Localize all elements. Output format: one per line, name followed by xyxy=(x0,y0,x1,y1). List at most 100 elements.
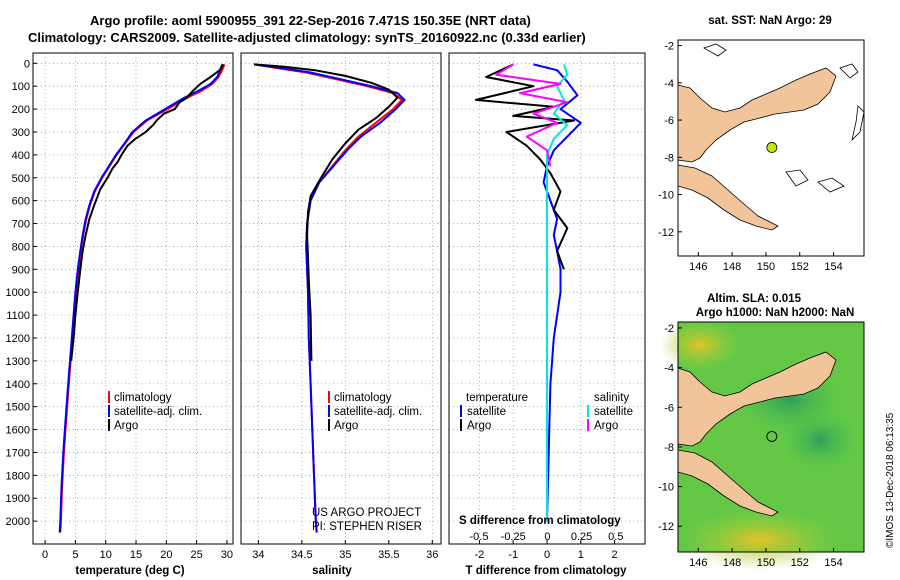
series-line-climatology xyxy=(253,63,403,533)
top-location-map: 146 148 150 152 154 -2 -4 -6 -8 -10 -12 xyxy=(658,39,865,273)
x-tick-label: 36 xyxy=(426,549,438,561)
s-tick-label: 0 xyxy=(544,531,550,543)
temperature-panel: 0 5 10 15 20 25 300100200300400500600700800900… xyxy=(6,52,234,561)
x-tick-label: 2 xyxy=(612,549,618,561)
t-difference-xlabel: T difference from climatology xyxy=(465,565,627,577)
series-line-t-argo xyxy=(475,63,575,270)
project-line2: PI: STEPHEN RISER xyxy=(312,521,422,533)
papua-peninsula xyxy=(677,164,779,231)
papua-peninsula xyxy=(677,449,779,517)
float-position-marker xyxy=(766,142,778,153)
map-lat-label: -8 xyxy=(664,442,674,454)
y-tick-label: 600 xyxy=(12,196,30,208)
map-lon-label: 146 xyxy=(689,261,707,273)
island-outline xyxy=(703,43,727,57)
x-tick-label: 20 xyxy=(160,549,172,561)
x-tick-label: 35.5 xyxy=(378,549,399,561)
map-lat-label: -12 xyxy=(658,227,674,239)
salinity-panel: 34 34.5 35 35.5 36 xyxy=(240,52,442,561)
sla-high-anomaly xyxy=(680,510,840,570)
x-tick-label: 10 xyxy=(100,549,112,561)
map-lat-label: -6 xyxy=(664,115,674,127)
map-lat-label: -6 xyxy=(664,402,674,414)
y-tick-label: 1200 xyxy=(6,333,30,345)
legend-s-argo-label: Argo xyxy=(594,420,618,432)
legend-temperature-title: temperature xyxy=(466,392,528,404)
legend-argo-label: Argo xyxy=(114,420,138,432)
y-tick-label: 1500 xyxy=(6,402,30,414)
bottom-map-title2: Argo h1000: NaN h2000: NaN xyxy=(696,307,855,319)
y-tick-label: 500 xyxy=(12,173,30,185)
s-tick-label: 0.5 xyxy=(608,531,623,543)
legend-t-satellite-label: satellite xyxy=(467,406,506,418)
map-lon-label: 154 xyxy=(824,261,842,273)
y-tick-label: 100 xyxy=(12,81,30,93)
bottom-map-frame xyxy=(677,321,865,553)
map-lat-label: -10 xyxy=(658,482,674,494)
map-lat-label: -4 xyxy=(664,78,674,90)
island-outline xyxy=(785,169,809,187)
difference-legend: temperature salinity satellite Argo sate… xyxy=(459,392,633,527)
legend-climatology-label: climatology xyxy=(334,392,392,404)
legend-salinity-title: salinity xyxy=(594,392,629,404)
x-tick-label: -2 xyxy=(475,549,485,561)
s-tick-label: 0.25 xyxy=(571,531,592,543)
new-guinea-landmass xyxy=(677,351,837,447)
legend-s-satellite-label: satellite xyxy=(594,406,633,418)
map-lon-label: 146 xyxy=(689,557,707,569)
y-tick-label: 1700 xyxy=(6,447,30,459)
y-tick-label: 2000 xyxy=(6,516,30,528)
top-map-title: sat. SST: NaN Argo: 29 xyxy=(708,15,832,27)
plot-frame xyxy=(240,52,442,545)
y-tick-label: 400 xyxy=(12,150,30,162)
s-tick-label: -0.5 xyxy=(470,531,489,543)
series-line-s-argo xyxy=(495,63,569,167)
s-tick-label: -0.25 xyxy=(501,531,526,543)
x-tick-label: 5 xyxy=(72,549,78,561)
x-tick-label: 1 xyxy=(578,549,584,561)
x-tick-label: 35 xyxy=(339,549,351,561)
map-lat-label: -2 xyxy=(664,41,674,53)
temperature-legend: climatology satellite-adj. clim. Argo xyxy=(108,391,202,432)
map-lon-label: 152 xyxy=(791,261,809,273)
x-tick-label: 30 xyxy=(221,549,233,561)
x-tick-label: 0 xyxy=(42,549,48,561)
header-line1: Argo profile: aoml 5900955_391 22-Sep-20… xyxy=(90,13,531,28)
y-tick-label: 700 xyxy=(12,219,30,231)
x-tick-label: 25 xyxy=(191,549,203,561)
map-lon-label: 148 xyxy=(723,557,741,569)
y-tick-label: 300 xyxy=(12,127,30,139)
y-tick-label: 800 xyxy=(12,241,30,253)
legend-satellite-label: satellite-adj. clim. xyxy=(334,406,422,418)
difference-panel: -2 -1 0 1 2 -0.5 -0.25 0 0.25 0.5 xyxy=(448,52,646,561)
y-tick-label: 1000 xyxy=(6,287,30,299)
legend-argo-label: Argo xyxy=(334,420,358,432)
map-lon-label: 148 xyxy=(723,261,741,273)
sla-high-anomaly xyxy=(660,320,740,370)
sla-low-anomaly xyxy=(780,410,860,470)
x-tick-label: 15 xyxy=(130,549,142,561)
y-tick-label: 1600 xyxy=(6,425,30,437)
float-position-marker xyxy=(766,430,778,442)
x-tick-label: 0 xyxy=(544,549,550,561)
island-outline xyxy=(839,63,859,79)
y-tick-label: 1400 xyxy=(6,379,30,391)
map-lat-label: -4 xyxy=(664,363,674,375)
series-line-argo xyxy=(253,63,399,361)
x-tick-label: -1 xyxy=(508,549,518,561)
project-line1: US ARGO PROJECT xyxy=(312,507,421,519)
y-tick-label: 1100 xyxy=(6,310,30,322)
y-tick-label: 900 xyxy=(12,264,30,276)
y-tick-label: 1800 xyxy=(6,470,30,482)
imos-credit: ©IMOS 13-Dec-2018 06:13:35 xyxy=(885,412,896,548)
map-lat-label: -10 xyxy=(658,190,674,202)
y-tick-label: 200 xyxy=(12,104,30,116)
y-tick-label: 1300 xyxy=(6,356,30,368)
header-line2: Climatology: CARS2009. Satellite-adjuste… xyxy=(28,30,586,45)
map-lon-label: 150 xyxy=(757,557,775,569)
legend-t-argo-label: Argo xyxy=(467,420,491,432)
series-line-t-satellite xyxy=(533,63,582,522)
map-lat-label: -8 xyxy=(664,152,674,164)
series-line-argo xyxy=(70,63,225,362)
